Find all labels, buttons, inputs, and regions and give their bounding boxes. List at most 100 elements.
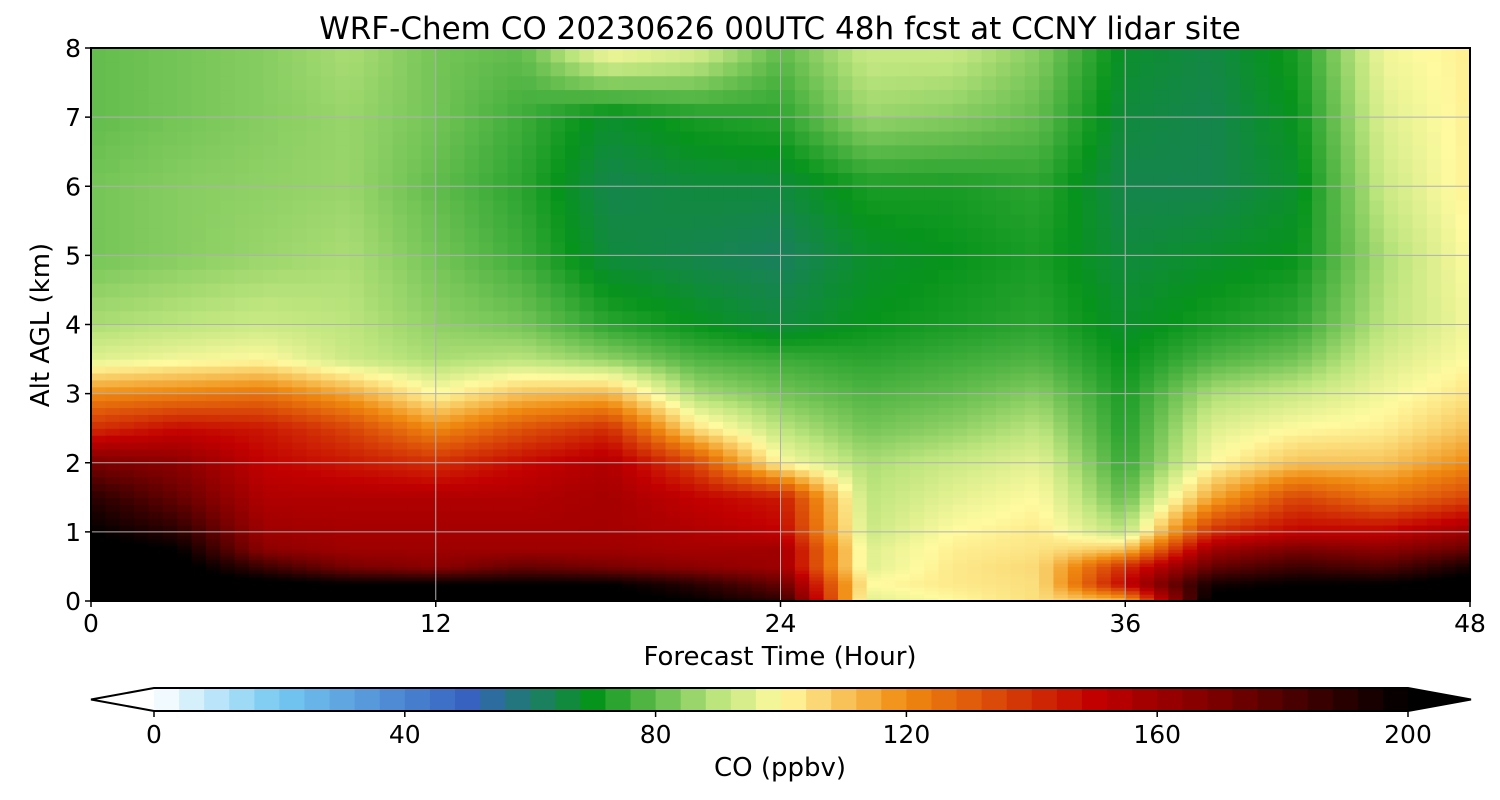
heatmap-cell — [134, 562, 150, 568]
heatmap-cell — [464, 283, 480, 298]
heatmap-cell — [249, 594, 264, 599]
heatmap-cell — [679, 310, 695, 326]
heatmap-cell — [306, 455, 322, 464]
heatmap-cell — [277, 414, 293, 422]
heatmap-cell — [579, 562, 595, 568]
heatmap-cell — [306, 597, 322, 602]
heatmap-cell — [407, 524, 422, 533]
heatmap-cell — [521, 476, 537, 485]
heatmap-cell — [593, 597, 609, 602]
heatmap-cell — [852, 379, 868, 388]
heatmap-cell — [1311, 538, 1327, 543]
heatmap-cell — [1311, 476, 1327, 485]
heatmap-cell — [881, 597, 897, 602]
heatmap-cell — [924, 538, 940, 543]
heatmap-cell — [665, 428, 681, 436]
heatmap-cell — [723, 442, 738, 450]
heatmap-cell — [1268, 535, 1284, 540]
heatmap-cell — [766, 556, 782, 561]
heatmap-cell — [565, 580, 580, 585]
heatmap-cell — [766, 435, 782, 443]
heatmap-cell — [234, 414, 250, 422]
heatmap-cell — [191, 372, 207, 381]
heatmap-cell — [895, 490, 911, 498]
heatmap-cell — [1254, 483, 1270, 491]
heatmap-cell — [1412, 580, 1428, 585]
heatmap-cell — [1182, 597, 1198, 602]
heatmap-cell — [220, 511, 236, 519]
heatmap-cell — [565, 393, 580, 402]
heatmap-cell — [148, 469, 164, 478]
heatmap-cell — [450, 455, 466, 464]
heatmap-cell — [809, 455, 825, 464]
heatmap-cell — [1168, 504, 1184, 512]
heatmap-cell — [1355, 531, 1371, 536]
heatmap-cell — [794, 559, 810, 564]
heatmap-cell — [450, 331, 466, 339]
heatmap-cell — [679, 283, 695, 298]
heatmap-cell — [407, 407, 422, 415]
heatmap-cell — [105, 545, 121, 550]
heatmap-cell — [665, 497, 681, 505]
heatmap-cell — [349, 545, 365, 550]
heatmap-cell — [679, 428, 695, 436]
heatmap-cell — [1168, 518, 1184, 526]
heatmap-cell — [952, 435, 968, 443]
heatmap-cell — [852, 435, 868, 443]
heatmap-cell — [766, 597, 782, 602]
heatmap-cell — [478, 587, 494, 592]
heatmap-cell — [493, 359, 509, 367]
heatmap-cell — [995, 407, 1011, 415]
heatmap-cell — [708, 331, 724, 339]
heatmap-cell — [1153, 518, 1169, 526]
heatmap-cell — [306, 552, 322, 557]
heatmap-cell — [1340, 324, 1356, 333]
heatmap-cell — [536, 549, 552, 554]
heatmap-cell — [1153, 597, 1169, 602]
heatmap-cell — [1225, 566, 1241, 571]
heatmap-cell — [1283, 407, 1299, 415]
heatmap-cell — [363, 597, 379, 602]
heatmap-cell — [421, 518, 437, 526]
heatmap-cell — [938, 483, 954, 491]
heatmap-cell — [924, 559, 940, 564]
heatmap-cell — [751, 462, 767, 471]
heatmap-cell — [1297, 483, 1313, 491]
heatmap-cell — [191, 255, 207, 270]
heatmap-cell — [493, 597, 509, 602]
heatmap-cell — [134, 549, 150, 554]
heatmap-cell — [1240, 379, 1256, 388]
heatmap-cell — [1326, 518, 1342, 526]
heatmap-cell — [995, 359, 1011, 367]
heatmap-cell — [679, 414, 695, 422]
heatmap-cell — [249, 283, 264, 298]
heatmap-cell — [1369, 573, 1385, 578]
heatmap-cell — [234, 269, 250, 284]
heatmap-cell — [938, 573, 954, 578]
heatmap-cell — [521, 511, 537, 519]
heatmap-cell — [981, 545, 997, 550]
heatmap-cell — [1211, 483, 1227, 491]
heatmap-cell — [177, 462, 193, 471]
heatmap-cell — [723, 435, 738, 443]
heatmap-cell — [694, 556, 710, 561]
heatmap-cell — [521, 580, 537, 585]
heatmap-cell — [435, 590, 451, 595]
heatmap-cell — [1283, 400, 1299, 409]
heatmap-cell — [1082, 407, 1098, 415]
heatmap-cell — [1326, 352, 1342, 360]
heatmap-cell — [1455, 359, 1471, 367]
heatmap-cell — [435, 442, 451, 450]
heatmap-cell — [392, 511, 408, 519]
heatmap-cell — [306, 331, 322, 339]
heatmap-cell — [1311, 414, 1327, 422]
heatmap-cell — [91, 400, 106, 409]
heatmap-cell — [536, 594, 552, 599]
heatmap-cell — [1182, 359, 1198, 367]
heatmap-cell — [134, 359, 150, 367]
heatmap-cell — [119, 490, 135, 498]
heatmap-cell — [608, 352, 624, 360]
heatmap-cell — [378, 255, 394, 270]
heatmap-cell — [536, 365, 552, 374]
heatmap-cell — [852, 393, 868, 402]
